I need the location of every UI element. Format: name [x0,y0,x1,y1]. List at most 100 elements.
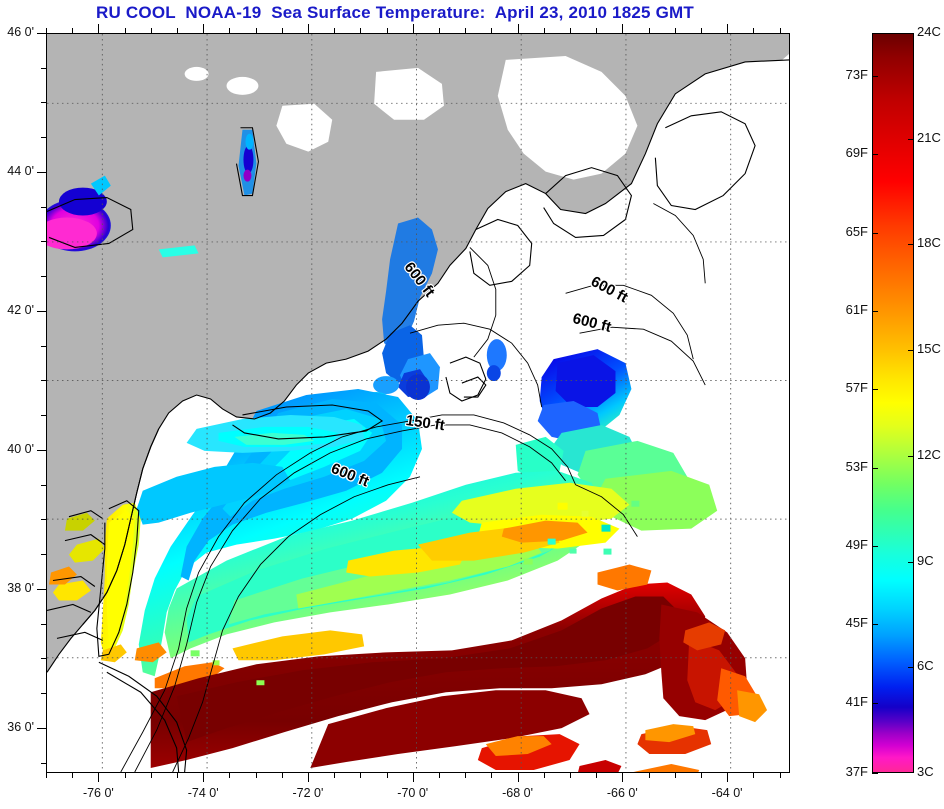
colorbar-tick-celsius [908,561,914,563]
lat-tick-label: 42 0' [7,302,34,317]
lon-tick-minor [124,773,126,778]
lon-tick-minor [674,773,676,778]
colorbar-tick-fahrenheit [872,310,878,312]
lon-tick-major [727,773,729,782]
lon-tick-top [517,24,519,33]
colorbar-label-fahrenheit: 61F [845,301,868,317]
colorbar-gradient [872,33,914,773]
lon-tick-major [622,773,624,782]
colorbar-tick-fahrenheit [872,545,878,547]
lat-tick-major [37,588,46,590]
lon-tick-minor [176,773,178,778]
lon-tick-label: -76 0' [82,786,114,800]
colorbar-label-celsius: 3C [917,764,934,779]
lat-tick-minor [41,276,46,278]
lat-tick-label: 36 0' [7,719,34,734]
colorbar-tick-celsius [908,244,914,246]
lon-tick-minor [700,773,702,778]
lat-tick-minor [41,484,46,486]
sst-map-image [47,34,789,772]
lat-tick-minor [41,415,46,417]
lon-tick-top-minor [334,28,336,33]
lon-tick-minor [72,773,74,778]
lat-tick-minor [41,554,46,556]
lon-tick-top-minor [360,28,362,33]
lon-tick-top [307,24,309,33]
lon-tick-top-minor [543,28,545,33]
colorbar-tick-fahrenheit [872,76,878,78]
lat-tick-minor [41,206,46,208]
lat-tick-minor [41,762,46,764]
lon-tick-label: -66 0' [606,786,638,800]
lon-tick-label: -74 0' [187,786,219,800]
lon-tick-label: -68 0' [502,786,533,800]
lon-tick-top-minor [281,28,283,33]
lon-tick-top-minor [753,28,755,33]
colorbar-tick-fahrenheit [872,467,878,469]
lat-tick-major [37,449,46,451]
lon-tick-major [517,773,519,782]
lon-tick-minor [569,773,571,778]
colorbar-label-fahrenheit: 45F [845,615,868,631]
colorbar-tick-fahrenheit [872,389,878,391]
colorbar-label-fahrenheit: 49F [845,536,868,552]
lat-tick-minor [41,658,46,660]
lon-tick-minor [465,773,467,778]
lon-tick-minor [438,773,440,778]
lon-tick-minor [334,773,336,778]
lon-tick-minor [543,773,545,778]
lat-tick-major [37,171,46,173]
lon-tick-top-minor [569,28,571,33]
lon-tick-top-minor [229,28,231,33]
colorbar-tick-celsius [908,455,914,457]
lat-tick-minor [41,241,46,243]
colorbar-tick-fahrenheit [872,624,878,626]
lon-tick-minor [150,773,152,778]
lat-tick-major [37,33,46,34]
lon-tick-top [98,24,100,33]
lon-tick-major [98,773,100,782]
colorbar-label-fahrenheit: 53F [845,458,868,474]
colorbar-label-celsius: 12C [917,446,941,462]
lat-tick-minor [41,345,46,347]
lon-tick-minor [255,773,257,778]
lon-tick-top-minor [72,28,74,33]
colorbar-tick-fahrenheit [872,232,878,234]
colorbar-tick-celsius [908,350,914,352]
colorbar-label-celsius: 6C [917,658,934,674]
lon-tick-top [727,24,729,33]
colorbar-tick-celsius [908,667,914,669]
lon-tick-top-minor [255,28,257,33]
lon-tick-top-minor [596,28,598,33]
colorbar-tick-celsius [908,138,914,140]
lon-tick-top-minor [648,28,650,33]
colorbar-label-celsius: 18C [917,235,941,251]
lat-tick-minor [41,67,46,69]
lon-tick-minor [46,773,47,778]
lon-tick-major [203,773,205,782]
map-plot-area[interactable]: 600 ft 600 ft 600 ft 150 ft 600 ft [46,33,790,773]
lon-tick-top-minor [674,28,676,33]
colorbar-tick-fahrenheit [872,773,878,774]
lon-tick-top-minor [386,28,388,33]
colorbar[interactable] [872,33,914,773]
lon-tick-top-minor [46,28,47,33]
colorbar-label-fahrenheit: 73F [845,67,868,83]
colorbar-label-fahrenheit: 37F [845,764,868,779]
lon-tick-label: -72 0' [292,786,324,800]
lat-tick-minor [41,693,46,695]
lon-tick-top-minor [438,28,440,33]
lon-tick-top-minor [150,28,152,33]
lon-tick-top [203,24,205,33]
lon-tick-minor [360,773,362,778]
lon-tick-minor [779,773,781,778]
colorbar-label-fahrenheit: 41F [845,693,868,709]
lat-tick-minor [41,137,46,139]
lon-tick-top-minor [779,28,781,33]
colorbar-label-celsius: 15C [917,341,941,357]
colorbar-label-celsius: 21C [917,129,941,145]
lon-tick-major [307,773,309,782]
lon-tick-minor [596,773,598,778]
lon-tick-minor [229,773,231,778]
lat-tick-label: 46 0' [7,25,34,39]
